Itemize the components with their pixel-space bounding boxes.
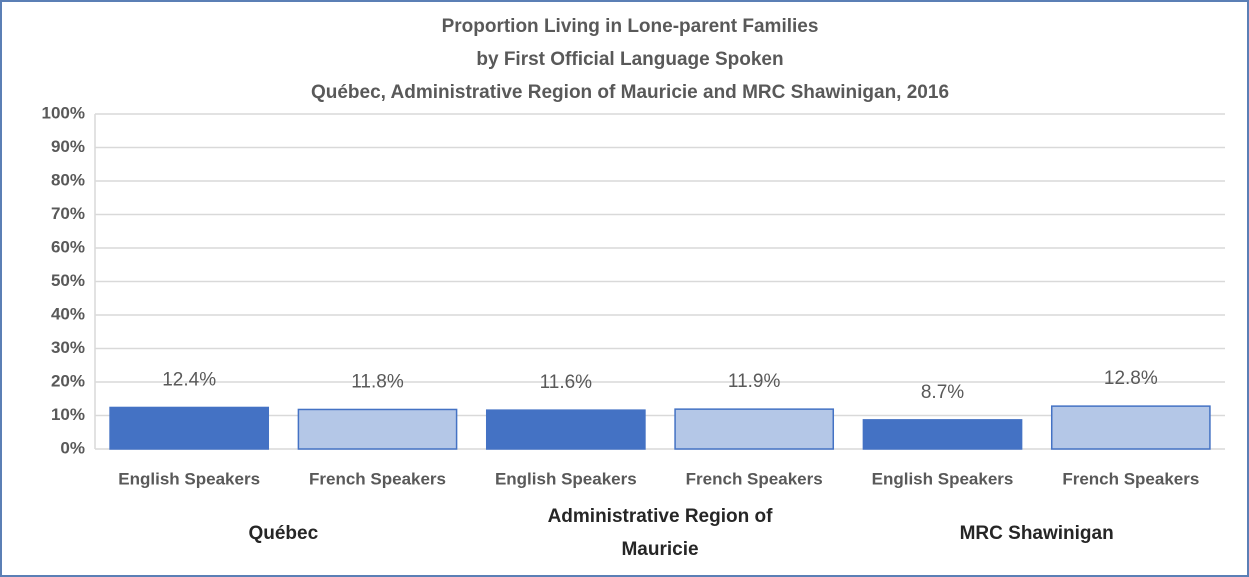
y-tick-label: 100% bbox=[42, 103, 85, 122]
x-tick-label: English Speakers bbox=[495, 469, 637, 488]
x-tick-label: French Speakers bbox=[1062, 469, 1199, 488]
x-tick-label: English Speakers bbox=[872, 469, 1014, 488]
data-label: 11.9% bbox=[728, 371, 781, 392]
group-label: Québec bbox=[248, 522, 319, 544]
data-label: 11.8% bbox=[351, 371, 404, 392]
y-tick-label: 30% bbox=[51, 338, 85, 357]
y-tick-label: 60% bbox=[51, 237, 85, 256]
y-tick-label: 80% bbox=[51, 170, 85, 189]
y-tick-label: 20% bbox=[51, 371, 85, 390]
y-tick-label: 50% bbox=[51, 271, 85, 290]
bar bbox=[862, 419, 1023, 450]
y-tick-label: 0% bbox=[60, 438, 85, 457]
bar bbox=[485, 409, 646, 450]
data-label: 8.7% bbox=[921, 382, 964, 403]
y-tick-label: 70% bbox=[51, 204, 85, 223]
bar bbox=[1050, 405, 1211, 450]
data-label: 11.6% bbox=[540, 372, 593, 393]
group-label: MRC Shawinigan bbox=[959, 522, 1114, 544]
data-label: 12.4% bbox=[162, 369, 216, 390]
y-tick-label: 40% bbox=[51, 304, 85, 323]
chart-title: Québec, Administrative Region of Maurici… bbox=[311, 82, 949, 103]
group-label: Administrative Region of Mauricie bbox=[547, 506, 773, 560]
y-tick-label: 90% bbox=[51, 137, 85, 156]
chart-title: Proportion Living in Lone-parent Familie… bbox=[442, 16, 819, 37]
bar bbox=[674, 408, 835, 450]
bar bbox=[297, 408, 458, 450]
x-tick-label: French Speakers bbox=[309, 469, 446, 488]
chart-title: by First Official Language Spoken bbox=[476, 49, 783, 70]
y-tick-label: 10% bbox=[51, 405, 85, 424]
data-label: 12.8% bbox=[1104, 368, 1158, 389]
x-tick-label: French Speakers bbox=[686, 469, 823, 488]
bar bbox=[109, 406, 270, 450]
x-tick-label: English Speakers bbox=[118, 469, 260, 488]
